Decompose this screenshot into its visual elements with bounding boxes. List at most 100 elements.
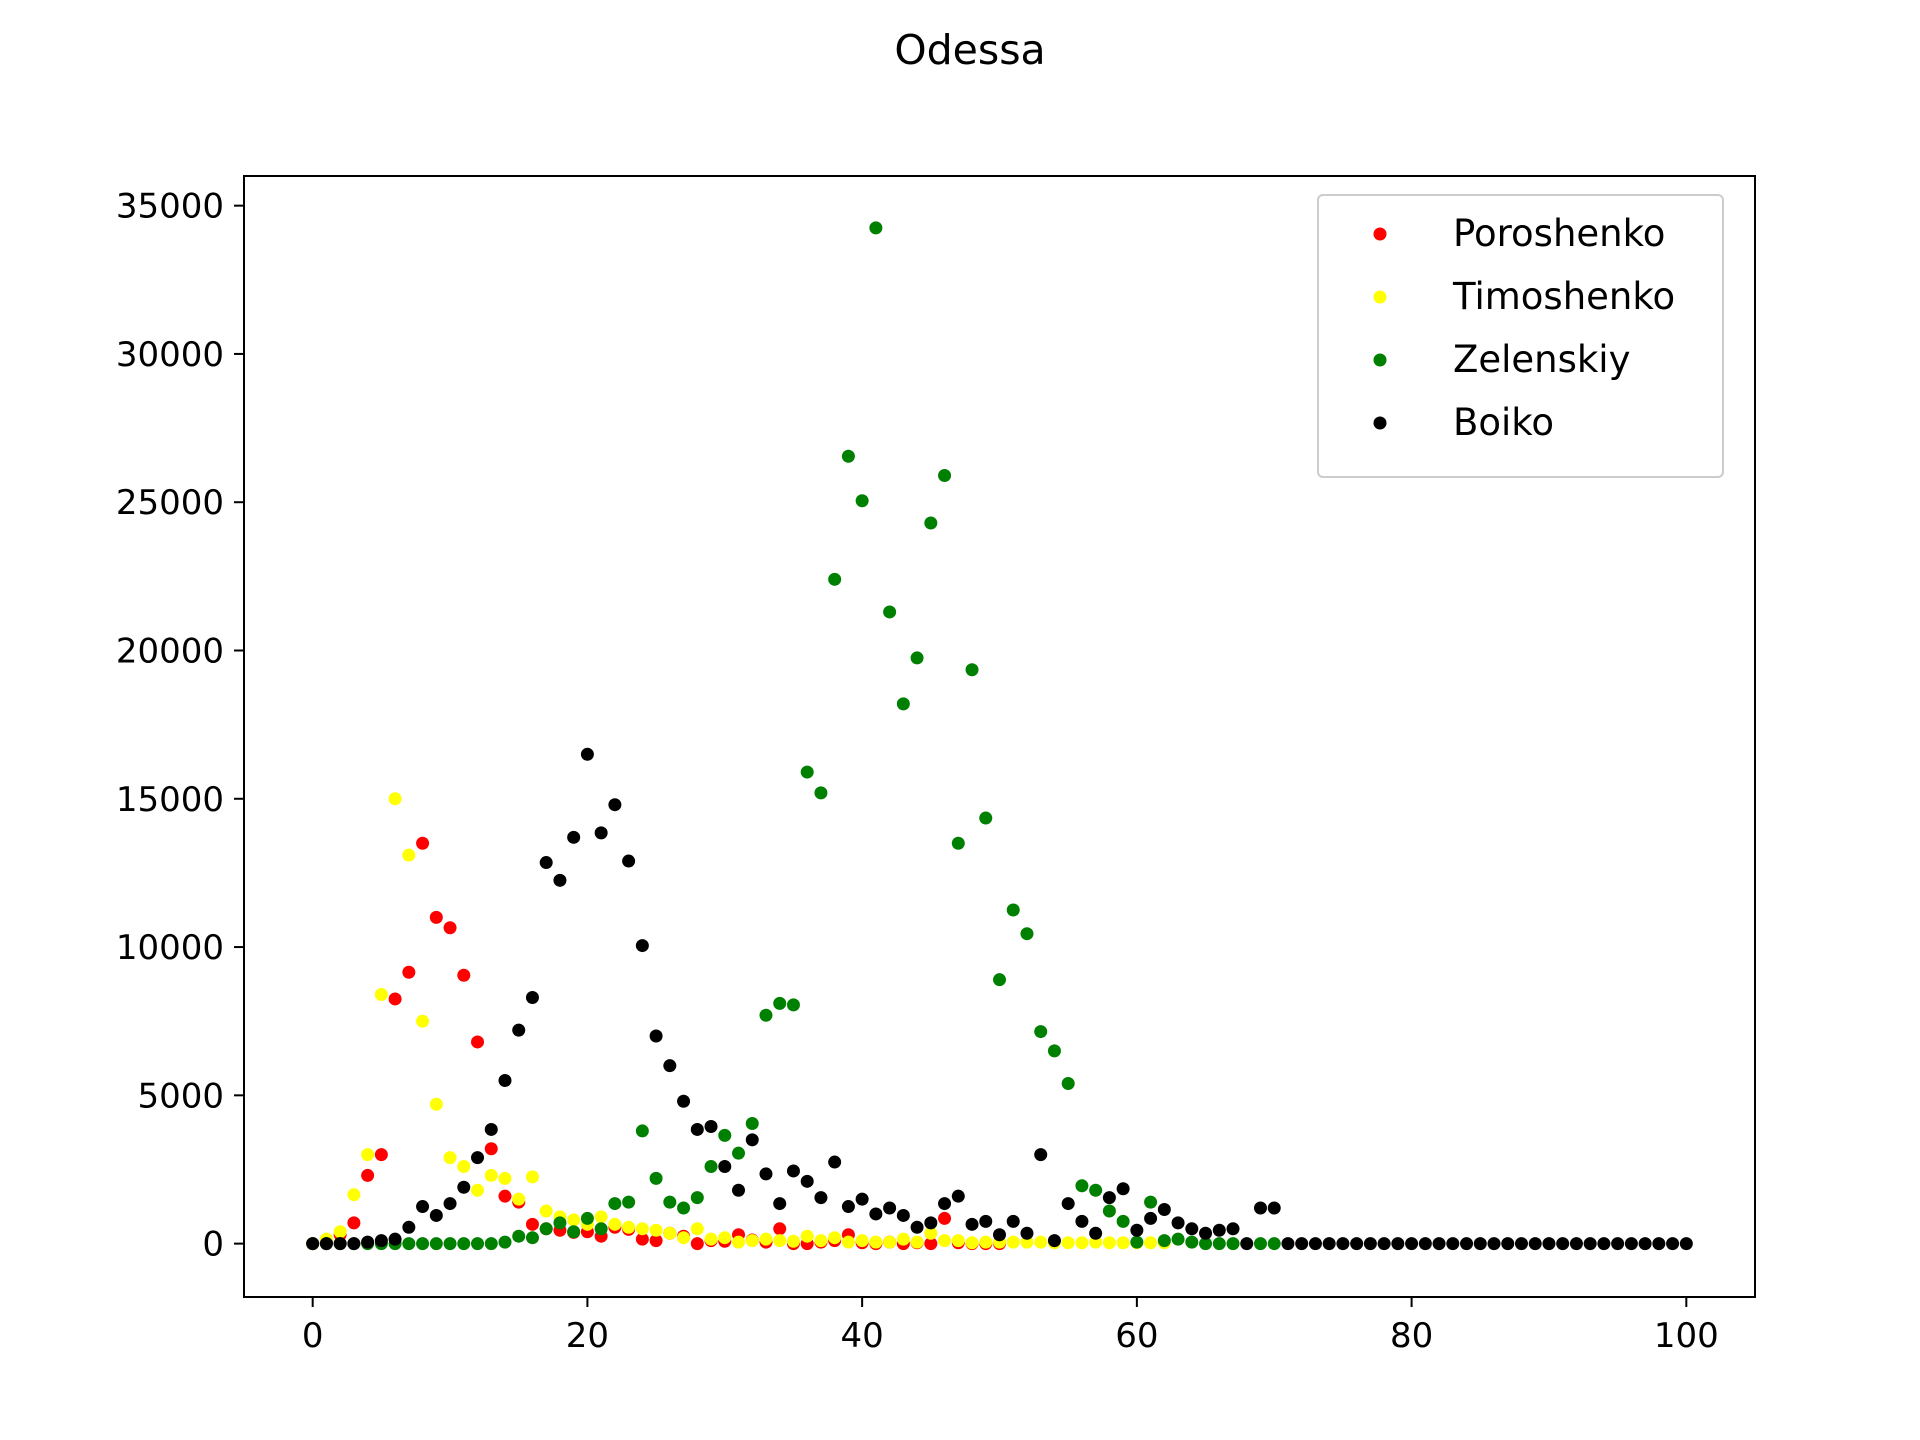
point-zelenskiy-39 [841, 449, 855, 463]
point-timoshenko-21 [594, 1210, 608, 1224]
point-boiko-45 [924, 1216, 938, 1230]
x-tick-label: 20 [566, 1316, 609, 1356]
point-boiko-10 [443, 1197, 457, 1211]
point-poroshenko-28 [690, 1237, 704, 1251]
point-timoshenko-51 [1006, 1235, 1020, 1249]
point-boiko-16 [525, 990, 539, 1004]
point-zelenskiy-55 [1061, 1076, 1075, 1090]
point-timoshenko-52 [1020, 1235, 1034, 1249]
point-boiko-23 [622, 854, 636, 868]
point-timoshenko-47 [951, 1234, 965, 1248]
legend-marker-zelenskiy [1373, 353, 1387, 367]
point-zelenskiy-60 [1130, 1235, 1144, 1249]
point-timoshenko-46 [938, 1234, 952, 1248]
point-boiko-94 [1597, 1237, 1611, 1251]
point-boiko-1 [319, 1237, 333, 1251]
point-timoshenko-31 [732, 1235, 746, 1249]
point-poroshenko-24 [635, 1232, 649, 1246]
point-boiko-17 [539, 856, 553, 870]
point-poroshenko-14 [498, 1189, 512, 1203]
x-axis: 0 20 40 60 80 100 [302, 1297, 1719, 1356]
point-boiko-41 [869, 1207, 883, 1221]
point-boiko-31 [732, 1183, 746, 1197]
x-tick-label: 60 [1115, 1316, 1158, 1356]
point-boiko-67 [1226, 1222, 1240, 1236]
point-boiko-6 [388, 1232, 402, 1246]
point-boiko-32 [745, 1133, 759, 1147]
point-boiko-39 [841, 1200, 855, 1214]
y-tick-label: 15000 [116, 780, 224, 820]
point-zelenskiy-58 [1102, 1204, 1116, 1218]
point-zelenskiy-18 [553, 1216, 567, 1230]
point-timoshenko-26 [663, 1226, 677, 1240]
point-boiko-22 [608, 798, 622, 812]
point-boiko-34 [773, 1197, 787, 1211]
point-timoshenko-36 [800, 1229, 814, 1243]
point-zelenskiy-7 [402, 1237, 416, 1251]
point-boiko-59 [1116, 1182, 1130, 1196]
point-poroshenko-7 [402, 965, 416, 979]
point-boiko-47 [951, 1189, 965, 1203]
legend-box [1317, 194, 1724, 478]
point-timoshenko-9 [429, 1097, 443, 1111]
point-boiko-15 [512, 1023, 526, 1037]
point-timoshenko-30 [718, 1231, 732, 1245]
point-zelenskiy-21 [594, 1222, 608, 1236]
point-timoshenko-49 [979, 1235, 993, 1249]
point-zelenskiy-32 [745, 1117, 759, 1131]
point-boiko-92 [1569, 1237, 1583, 1251]
point-timoshenko-14 [498, 1171, 512, 1185]
point-zelenskiy-14 [498, 1235, 512, 1249]
point-timoshenko-28 [690, 1222, 704, 1236]
point-zelenskiy-63 [1171, 1232, 1185, 1246]
point-zelenskiy-24 [635, 1124, 649, 1138]
point-boiko-61 [1144, 1211, 1158, 1225]
point-poroshenko-45 [924, 1237, 938, 1251]
point-zelenskiy-11 [457, 1237, 471, 1251]
series-boiko [306, 747, 1693, 1251]
point-zelenskiy-42 [883, 605, 897, 619]
point-poroshenko-46 [938, 1211, 952, 1225]
point-zelenskiy-30 [718, 1128, 732, 1142]
point-boiko-99 [1666, 1237, 1680, 1251]
legend-label-poroshenko: Poroshenko [1453, 212, 1665, 255]
point-zelenskiy-9 [429, 1237, 443, 1251]
point-boiko-24 [635, 939, 649, 953]
point-zelenskiy-20 [580, 1211, 594, 1225]
point-timoshenko-33 [759, 1232, 773, 1246]
point-zelenskiy-36 [800, 765, 814, 779]
point-boiko-88 [1514, 1237, 1528, 1251]
x-tick-label: 100 [1654, 1316, 1719, 1356]
point-boiko-72 [1295, 1237, 1309, 1251]
point-zelenskiy-56 [1075, 1179, 1089, 1193]
point-boiko-83 [1446, 1237, 1460, 1251]
point-boiko-70 [1267, 1201, 1281, 1215]
point-timoshenko-38 [828, 1231, 842, 1245]
point-boiko-9 [429, 1208, 443, 1222]
point-timoshenko-10 [443, 1151, 457, 1165]
point-boiko-3 [347, 1237, 361, 1251]
point-timoshenko-43 [896, 1232, 910, 1246]
point-boiko-95 [1611, 1237, 1625, 1251]
point-poroshenko-16 [525, 1217, 539, 1231]
point-timoshenko-44 [910, 1235, 924, 1249]
point-zelenskiy-29 [704, 1160, 718, 1174]
point-boiko-82 [1432, 1237, 1446, 1251]
point-boiko-73 [1308, 1237, 1322, 1251]
point-boiko-25 [649, 1029, 663, 1043]
point-boiko-63 [1171, 1216, 1185, 1230]
point-boiko-90 [1542, 1237, 1556, 1251]
point-zelenskiy-49 [979, 811, 993, 825]
point-timoshenko-7 [402, 848, 416, 862]
point-boiko-8 [416, 1200, 430, 1214]
point-boiko-54 [1047, 1234, 1061, 1248]
point-boiko-52 [1020, 1226, 1034, 1240]
legend-marker-poroshenko [1373, 227, 1387, 241]
point-zelenskiy-8 [416, 1237, 430, 1251]
point-timoshenko-34 [773, 1234, 787, 1248]
point-boiko-30 [718, 1160, 732, 1174]
point-timoshenko-45 [924, 1226, 938, 1240]
y-tick-label: 5000 [137, 1076, 224, 1116]
point-poroshenko-3 [347, 1216, 361, 1230]
point-boiko-76 [1350, 1237, 1364, 1251]
